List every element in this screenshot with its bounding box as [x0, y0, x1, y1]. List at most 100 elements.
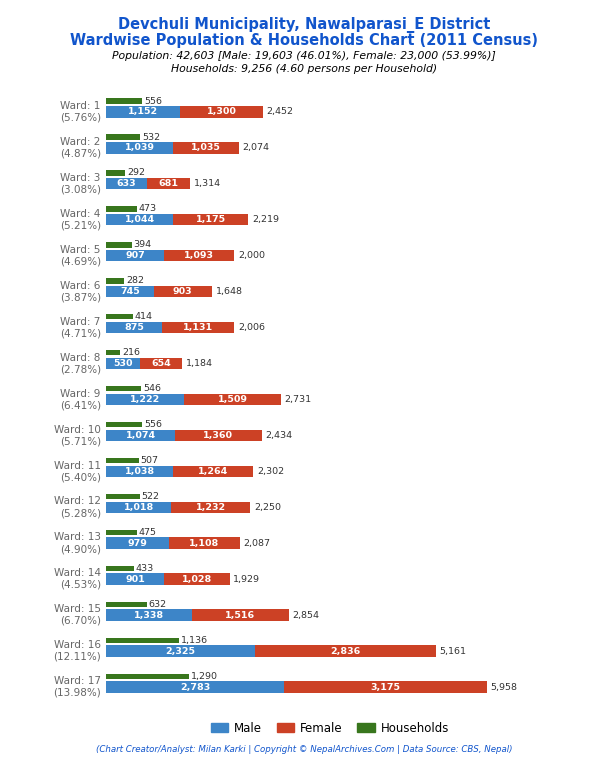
Bar — [169, 538, 240, 549]
Text: 5,161: 5,161 — [440, 647, 467, 656]
Bar — [162, 322, 235, 333]
Text: 1,232: 1,232 — [196, 503, 226, 511]
Bar — [106, 566, 134, 571]
Text: 1,360: 1,360 — [203, 431, 233, 440]
Text: 632: 632 — [149, 600, 167, 609]
Text: 875: 875 — [125, 323, 144, 332]
Text: 1,035: 1,035 — [191, 144, 221, 152]
Text: 1,222: 1,222 — [130, 395, 161, 404]
Bar — [106, 458, 139, 463]
Bar — [154, 286, 212, 297]
Text: 1,516: 1,516 — [225, 611, 255, 620]
Text: 414: 414 — [135, 313, 153, 321]
Text: 282: 282 — [126, 276, 144, 285]
Text: 1,028: 1,028 — [182, 574, 212, 584]
Bar — [106, 502, 171, 513]
Text: 1,264: 1,264 — [198, 467, 228, 476]
Text: 2,325: 2,325 — [165, 647, 196, 656]
Text: 1,648: 1,648 — [215, 287, 243, 296]
Bar — [106, 286, 154, 297]
Bar — [106, 538, 169, 549]
Bar — [106, 574, 164, 585]
Text: 2,434: 2,434 — [266, 431, 292, 440]
Text: 1,093: 1,093 — [184, 251, 214, 260]
Text: Devchuli Municipality, Nawalparasi_E District: Devchuli Municipality, Nawalparasi_E Dis… — [118, 17, 490, 33]
Bar — [255, 645, 436, 657]
Text: 1,509: 1,509 — [218, 395, 247, 404]
Text: 1,175: 1,175 — [196, 215, 226, 224]
Bar — [106, 422, 142, 427]
Bar — [106, 178, 147, 190]
Bar — [106, 465, 173, 477]
Text: 2,783: 2,783 — [180, 683, 210, 691]
Text: 681: 681 — [159, 179, 179, 188]
Text: Households: 9,256 (4.60 persons per Household): Households: 9,256 (4.60 persons per Hous… — [171, 64, 437, 74]
Text: 1,018: 1,018 — [124, 503, 154, 511]
Text: 292: 292 — [127, 168, 145, 177]
Bar — [171, 502, 250, 513]
Bar — [106, 530, 137, 535]
Text: Population: 42,603 [Male: 19,603 (46.01%), Female: 23,000 (53.99%)]: Population: 42,603 [Male: 19,603 (46.01%… — [112, 51, 496, 61]
Bar — [173, 465, 254, 477]
Text: 2,302: 2,302 — [257, 467, 285, 476]
Bar — [192, 609, 289, 621]
Text: 1,929: 1,929 — [233, 574, 260, 584]
Text: 1,184: 1,184 — [186, 359, 213, 368]
Bar — [106, 358, 140, 369]
Text: 654: 654 — [151, 359, 171, 368]
Bar — [284, 681, 487, 693]
Bar — [106, 278, 125, 283]
Text: 556: 556 — [144, 97, 162, 105]
Text: 5,958: 5,958 — [491, 683, 517, 691]
Bar — [106, 609, 192, 621]
Text: 2,000: 2,000 — [238, 251, 265, 260]
Text: 433: 433 — [136, 564, 154, 573]
Text: 1,314: 1,314 — [194, 179, 221, 188]
Bar — [106, 394, 184, 406]
Bar — [106, 350, 120, 356]
Text: 473: 473 — [139, 204, 157, 214]
Text: 1,338: 1,338 — [134, 611, 164, 620]
Text: 216: 216 — [122, 348, 140, 357]
Bar — [106, 207, 137, 212]
Text: 475: 475 — [139, 528, 157, 537]
Text: 1,290: 1,290 — [191, 672, 218, 680]
Text: 2,452: 2,452 — [267, 108, 294, 116]
Text: 745: 745 — [120, 287, 140, 296]
Bar — [106, 134, 140, 140]
Text: 633: 633 — [117, 179, 136, 188]
Bar — [106, 242, 131, 247]
Text: 532: 532 — [142, 133, 161, 141]
Bar — [175, 429, 262, 441]
Bar — [106, 429, 175, 441]
Text: 1,300: 1,300 — [207, 108, 237, 116]
Text: 507: 507 — [140, 456, 159, 465]
Text: 2,087: 2,087 — [243, 538, 271, 548]
Bar — [106, 250, 164, 261]
Bar — [106, 142, 173, 154]
Text: 1,074: 1,074 — [126, 431, 156, 440]
Bar — [173, 142, 239, 154]
Text: 901: 901 — [125, 574, 145, 584]
Bar — [106, 170, 125, 176]
Text: 2,006: 2,006 — [238, 323, 265, 332]
Bar — [106, 637, 179, 643]
Text: 2,074: 2,074 — [243, 144, 269, 152]
Legend: Male, Female, Households: Male, Female, Households — [206, 717, 454, 740]
Bar — [173, 214, 248, 226]
Bar — [164, 250, 234, 261]
Text: Wardwise Population & Households Chart (2011 Census): Wardwise Population & Households Chart (… — [70, 33, 538, 48]
Text: 1,108: 1,108 — [189, 538, 219, 548]
Bar — [106, 601, 147, 607]
Text: 1,131: 1,131 — [183, 323, 213, 332]
Bar — [106, 314, 133, 319]
Text: 1,044: 1,044 — [125, 215, 155, 224]
Bar — [184, 394, 281, 406]
Text: 1,152: 1,152 — [128, 108, 158, 116]
Text: 979: 979 — [128, 538, 148, 548]
Bar — [106, 681, 284, 693]
Text: 2,219: 2,219 — [252, 215, 279, 224]
Bar — [106, 106, 180, 118]
Bar — [106, 214, 173, 226]
Bar — [106, 386, 141, 392]
